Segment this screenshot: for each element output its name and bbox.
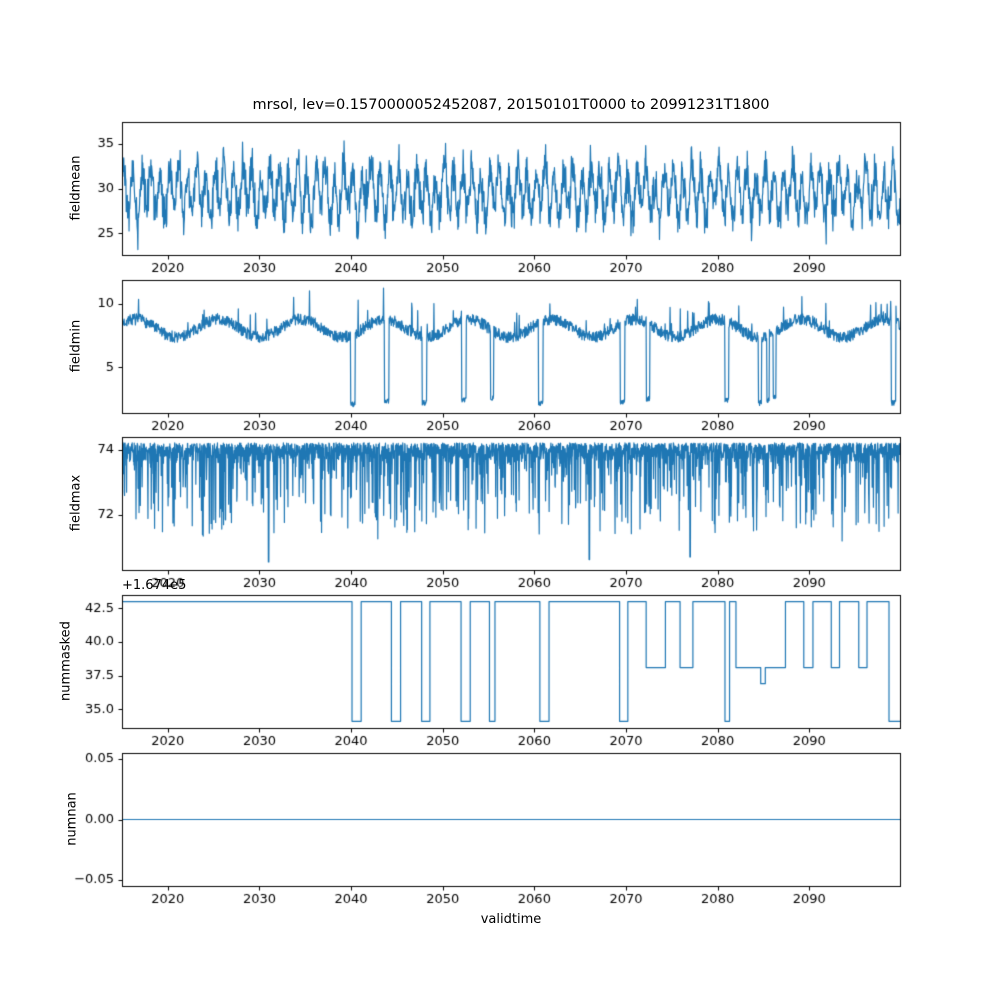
ylabel-nummasked: nummasked bbox=[58, 621, 74, 701]
xlabel-validtime: validtime bbox=[480, 912, 542, 927]
ylabel-fieldmax: fieldmax bbox=[68, 474, 84, 532]
ylabel-fieldmean: fieldmean bbox=[68, 155, 84, 221]
axis-offset-label: +1.674e5 bbox=[122, 578, 187, 593]
figure-title: mrsol, lev=0.1570000052452087, 20150101T… bbox=[252, 97, 770, 113]
ylabel-numnan: numnan bbox=[64, 792, 80, 846]
ylabel-fieldmin: fieldmin bbox=[68, 319, 84, 373]
